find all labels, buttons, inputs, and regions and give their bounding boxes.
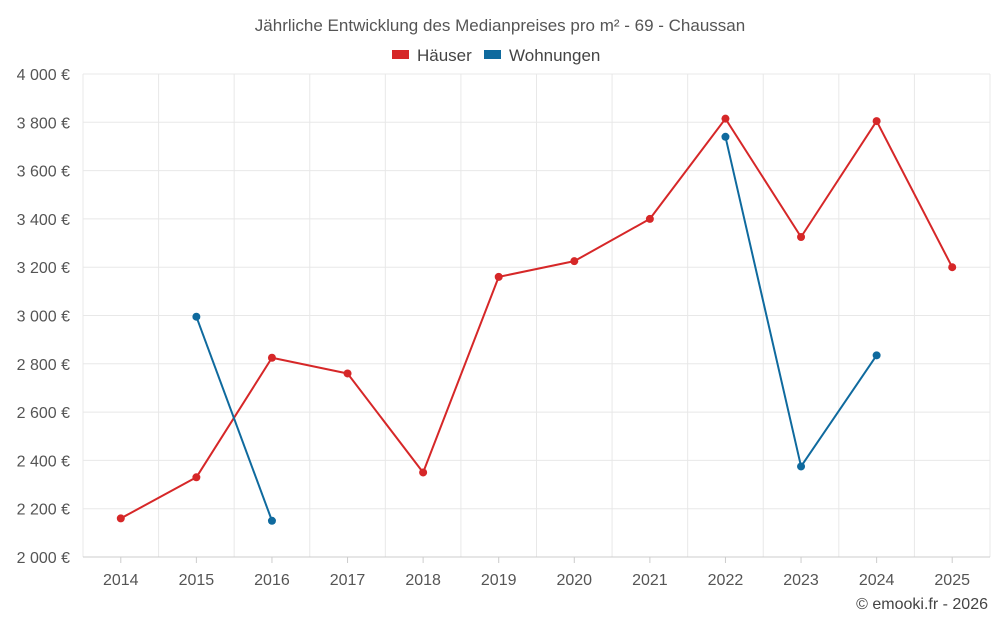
series-line-wohnungen	[724, 136, 878, 468]
x-tick-label: 2024	[859, 572, 895, 589]
data-point-haeuser[interactable]	[645, 214, 654, 223]
data-point-haeuser[interactable]	[116, 514, 125, 523]
data-point-haeuser[interactable]	[721, 114, 730, 123]
data-point-haeuser[interactable]	[948, 263, 957, 272]
credit-text: © emooki.fr - 2026	[856, 596, 988, 613]
axes: 2 000 € 2 200 € 2 400 € 2 600 € 2 800 € 3 000…	[17, 67, 990, 589]
y-tick-label: 2 200 €	[17, 502, 70, 519]
legend-swatch-haeuser	[392, 50, 409, 59]
y-tick-label: 3 200 €	[17, 260, 70, 277]
grid	[82, 73, 991, 558]
legend: Häuser Wohnungen	[392, 46, 600, 65]
y-tick-label: 2 400 €	[17, 453, 70, 470]
data-point-haeuser[interactable]	[872, 117, 881, 126]
y-tick-label: 4 000 €	[17, 67, 70, 84]
x-tick-label: 2020	[556, 572, 592, 589]
x-tick-label: 2016	[254, 572, 290, 589]
chart-title: Jährliche Entwicklung des Medianpreises …	[255, 16, 745, 35]
data-point-wohnungen[interactable]	[721, 132, 730, 141]
series-line-wohnungen	[195, 316, 273, 522]
y-tick-label: 2 800 €	[17, 357, 70, 374]
data-point-wohnungen[interactable]	[192, 312, 201, 321]
x-tick-label: 2018	[405, 572, 441, 589]
legend-label-wohnungen[interactable]: Wohnungen	[509, 46, 600, 65]
x-tick-label: 2017	[330, 572, 366, 589]
x-tick-label: 2019	[481, 572, 517, 589]
data-point-haeuser[interactable]	[192, 473, 201, 482]
y-tick-label: 3 000 €	[17, 309, 70, 326]
x-tick-label: 2023	[783, 572, 819, 589]
data-point-haeuser[interactable]	[419, 468, 428, 477]
x-tick-label: 2022	[708, 572, 744, 589]
legend-label-haeuser[interactable]: Häuser	[417, 46, 472, 65]
data-point-haeuser[interactable]	[494, 272, 503, 281]
legend-swatch-wohnungen	[484, 50, 501, 59]
data-point-wohnungen[interactable]	[797, 462, 806, 471]
x-tick-label: 2025	[934, 572, 970, 589]
y-tick-label: 3 600 €	[17, 164, 70, 181]
data-point-haeuser[interactable]	[267, 353, 276, 362]
y-tick-label: 2 000 €	[17, 550, 70, 567]
data-point-haeuser[interactable]	[570, 257, 579, 266]
data-point-wohnungen[interactable]	[267, 516, 276, 525]
data-point-haeuser[interactable]	[797, 233, 806, 242]
series-line-haeuser	[120, 117, 954, 520]
y-tick-label: 3 800 €	[17, 115, 70, 132]
y-tick-label: 3 400 €	[17, 212, 70, 229]
series-layer	[116, 114, 957, 525]
data-point-wohnungen[interactable]	[872, 351, 881, 360]
data-point-haeuser[interactable]	[343, 369, 352, 378]
x-tick-label: 2021	[632, 572, 668, 589]
y-tick-label: 2 600 €	[17, 405, 70, 422]
x-tick-label: 2014	[103, 572, 139, 589]
x-tick-label: 2015	[179, 572, 215, 589]
